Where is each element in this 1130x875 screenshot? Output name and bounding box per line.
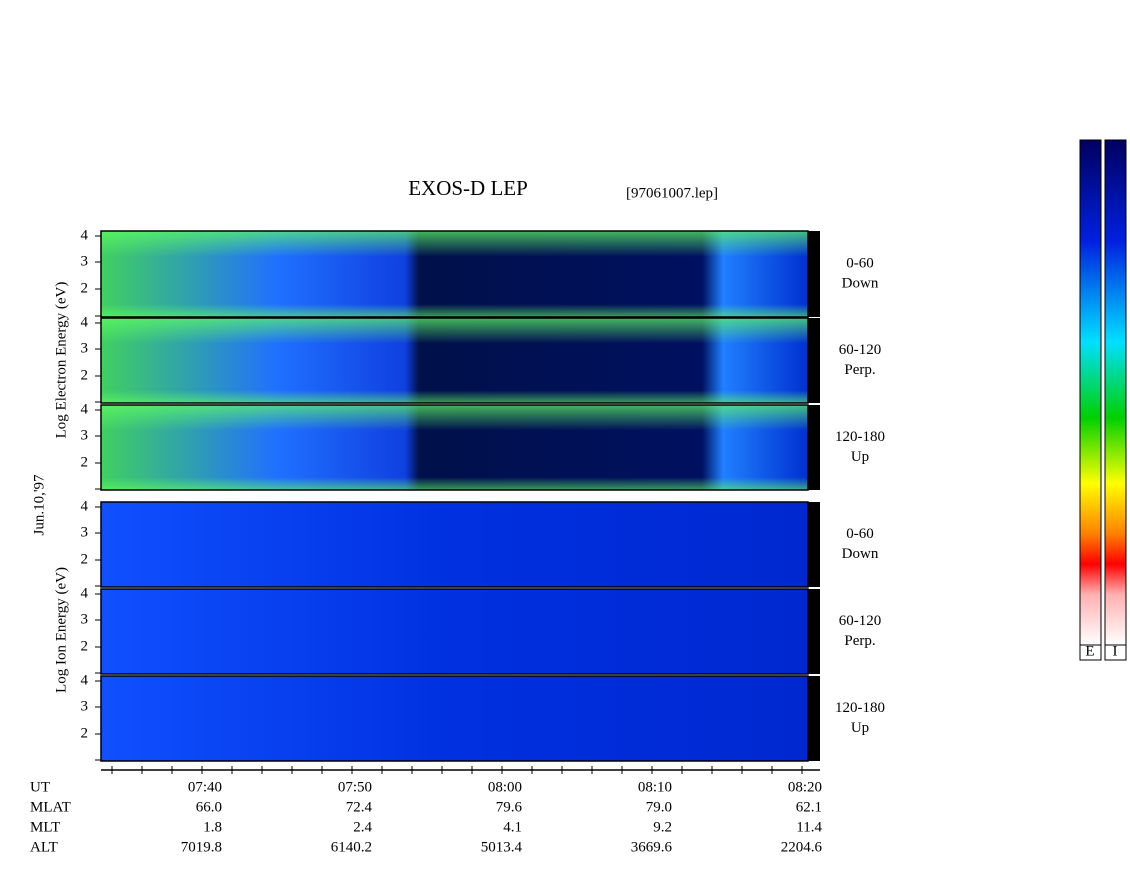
row-value: 6140.2 [331, 839, 372, 855]
row-value: 11.4 [796, 819, 822, 835]
row-value: 08:10 [638, 779, 672, 795]
file-name: [97061007.lep] [626, 185, 718, 201]
row-value: 07:50 [338, 779, 372, 795]
spectrogram-edge [808, 231, 820, 317]
pitch-range: 60-120 [839, 342, 882, 358]
y-tick-label: 3 [81, 427, 89, 443]
y-tick-label: 2 [81, 280, 89, 296]
row-value: 2.4 [353, 819, 372, 835]
spectrogram-edge [808, 502, 820, 587]
panel-frame [100, 588, 809, 675]
spectrogram-edge [808, 405, 820, 490]
pitch-range: 60-120 [839, 613, 882, 629]
row-label: MLAT [30, 799, 71, 815]
y-tick-label: 2 [81, 725, 89, 741]
pitch-direction: Perp. [844, 633, 875, 649]
spectrogram-band [101, 405, 808, 490]
row-value: 72.4 [346, 799, 373, 815]
row-value: 5013.4 [481, 839, 523, 855]
row-value: 9.2 [653, 819, 672, 835]
pitch-range: 120-180 [835, 700, 885, 716]
y-tick-label: 2 [81, 454, 89, 470]
row-value: 4.1 [503, 819, 522, 835]
pitch-direction: Down [842, 546, 879, 562]
y-tick-label: 3 [81, 698, 89, 714]
colorbar-label: I [1113, 643, 1118, 659]
row-value: 1.8 [203, 819, 222, 835]
row-value: 66.0 [196, 799, 222, 815]
y-tick-label: 4 [81, 585, 89, 601]
pitch-direction: Up [851, 449, 869, 465]
spectrogram [101, 502, 808, 587]
electron-axis-label: Log Electron Energy (eV) [53, 282, 69, 439]
y-tick-label: 3 [81, 340, 89, 356]
pitch-direction: Down [842, 275, 879, 291]
y-tick-label: 3 [81, 611, 89, 627]
row-value: 7019.8 [181, 839, 222, 855]
y-tick-label: 4 [81, 314, 89, 330]
y-tick-label: 3 [81, 253, 89, 269]
row-value: 07:40 [188, 779, 222, 795]
pitch-range: 0-60 [846, 255, 874, 271]
colorbar-label-box [1079, 644, 1102, 661]
panel-frame [100, 230, 809, 318]
colorbar [1079, 139, 1102, 646]
spectrogram [101, 676, 808, 761]
panel-frame [100, 501, 809, 588]
colorbar [1104, 139, 1127, 646]
date: Jun.10,'97 [31, 474, 47, 536]
spectrogram-band [101, 231, 808, 317]
row-value: 08:00 [488, 779, 522, 795]
y-tick-label: 2 [81, 367, 89, 383]
panel-frame [100, 675, 809, 762]
panel-frame [100, 404, 809, 491]
colorbar-label: E [1085, 643, 1094, 659]
pitch-direction: Perp. [844, 362, 875, 378]
ion-axis-label: Log Ion Energy (eV) [53, 567, 69, 693]
row-value: 79.6 [496, 799, 523, 815]
row-value: 08:20 [788, 779, 822, 795]
y-tick-label: 4 [81, 401, 89, 417]
spectrogram-band [101, 318, 808, 403]
spectrogram-edge [808, 676, 820, 761]
spectrogram-edge [808, 318, 820, 403]
y-tick-label: 3 [81, 524, 89, 540]
pitch-direction: Up [851, 720, 869, 736]
row-value: 2204.6 [781, 839, 823, 855]
y-tick-label: 2 [81, 638, 89, 654]
pitch-range: 120-180 [835, 429, 885, 445]
row-value: 3669.6 [631, 839, 673, 855]
row-label: ALT [30, 839, 58, 855]
y-tick-label: 4 [81, 672, 89, 688]
pitch-range: 0-60 [846, 526, 874, 542]
panel-frame [100, 317, 809, 404]
colorbar-label-box [1104, 644, 1127, 661]
row-label: MLT [30, 819, 60, 835]
title: EXOS-D LEP [408, 176, 528, 200]
spectrogram-edge [808, 589, 820, 674]
row-value: 79.0 [646, 799, 672, 815]
y-tick-label: 4 [81, 227, 89, 243]
y-tick-label: 2 [81, 551, 89, 567]
y-tick-label: 4 [81, 498, 89, 514]
row-label: UT [30, 779, 50, 795]
row-value: 62.1 [796, 799, 822, 815]
spectrogram [101, 589, 808, 674]
